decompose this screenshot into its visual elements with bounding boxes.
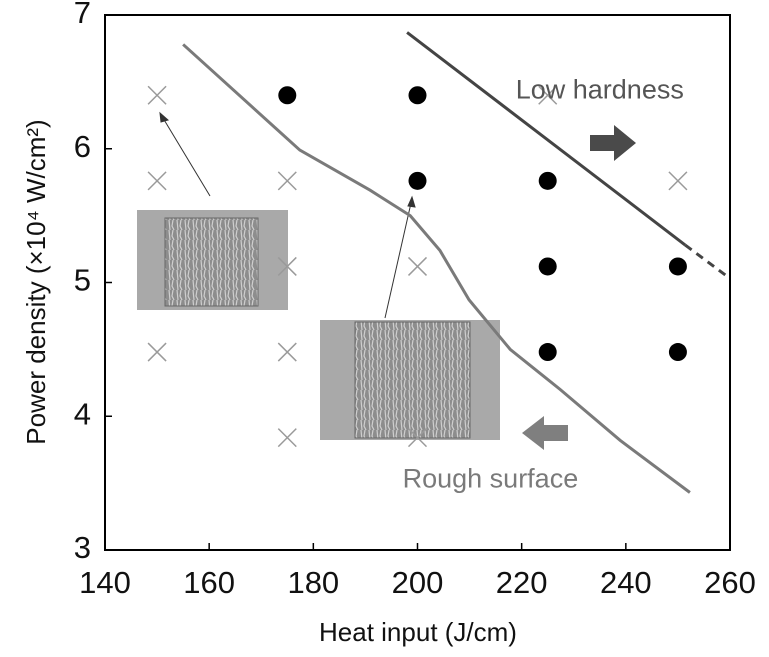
- x-tick-label: 180: [287, 565, 339, 600]
- x-tick-label: 240: [600, 565, 652, 600]
- cross-point: [147, 342, 167, 362]
- cross-point: [407, 256, 428, 276]
- cross-point: [538, 85, 558, 105]
- direction-arrow: [590, 125, 636, 161]
- boundary-line: [182, 43, 691, 494]
- point: [408, 86, 427, 105]
- pointer-arrow: [159, 111, 416, 319]
- x-tick-label: 160: [183, 565, 235, 600]
- cross-point: [668, 171, 688, 191]
- point: [538, 171, 557, 190]
- cross-point: [277, 342, 297, 362]
- point: [278, 86, 297, 105]
- boundary-line: [406, 31, 687, 247]
- y-tick-label: 7: [74, 0, 91, 30]
- x-axis-label: Heat input (J/cm): [319, 617, 517, 647]
- y-tick-label: 3: [74, 530, 91, 565]
- y-tick-label: 4: [74, 396, 91, 431]
- point: [668, 343, 687, 362]
- point: [538, 343, 557, 362]
- point: [538, 257, 557, 276]
- cross-point: [277, 428, 297, 448]
- y-tick-label: 6: [74, 129, 91, 164]
- x-tick-label: 260: [704, 565, 756, 600]
- annotation: Rough surface: [403, 464, 579, 494]
- cross-point: [277, 256, 297, 276]
- y-axis-label: Power density (×10⁴ W/cm²): [21, 119, 51, 444]
- cross-point: [147, 85, 167, 105]
- cross-point: [277, 171, 297, 191]
- inset-photo: [137, 210, 288, 310]
- x-tick-label: 140: [79, 565, 131, 600]
- point: [668, 257, 687, 276]
- x-tick-label: 220: [496, 565, 548, 600]
- x-tick-label: 200: [392, 565, 444, 600]
- y-tick-label: 5: [74, 263, 91, 298]
- inset-photo: [320, 320, 500, 440]
- annotation: Low hardness: [516, 74, 684, 104]
- boundary-line: [684, 243, 731, 280]
- cross-point: [147, 171, 167, 191]
- point: [408, 171, 427, 190]
- cross-point: [407, 428, 428, 448]
- direction-arrow: [522, 416, 568, 450]
